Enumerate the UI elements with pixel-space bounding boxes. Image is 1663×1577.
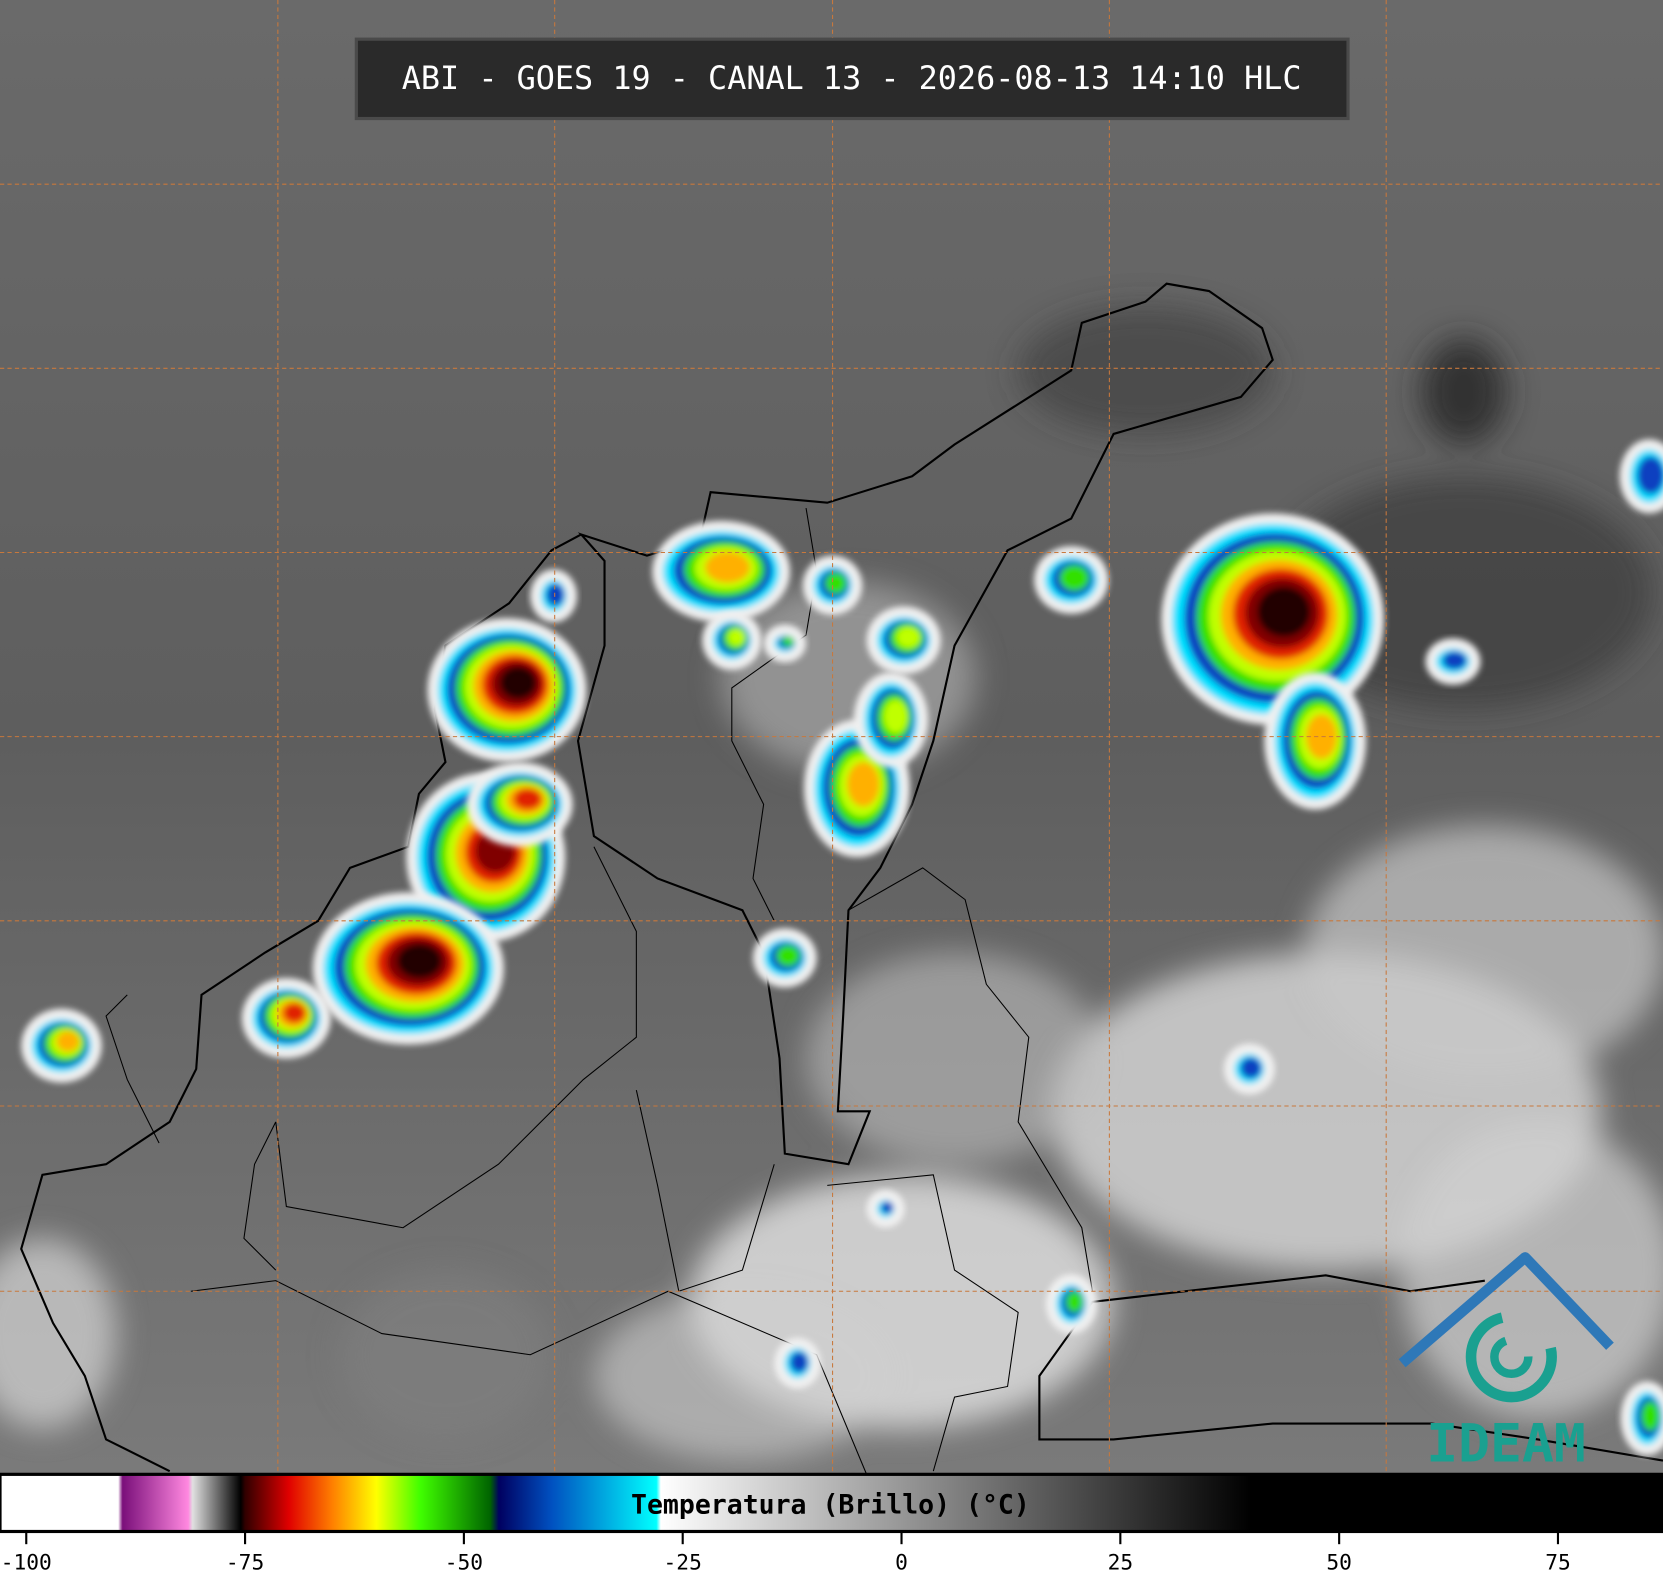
colorbar-ramp (0, 1472, 1663, 1534)
colorbar-tick-label: -75 (226, 1550, 264, 1575)
colorbar-label: Temperatura (Brillo) (°C) (631, 1490, 1030, 1521)
storm-cell (774, 1337, 821, 1389)
storm-cell (802, 555, 863, 615)
storm-cell (1045, 1274, 1097, 1334)
storm-cell (1620, 1381, 1663, 1456)
storm-cell (652, 520, 791, 623)
storm-cell (241, 977, 331, 1059)
storm-cell (1425, 638, 1481, 685)
title-box (354, 37, 1350, 121)
storm-cell (853, 672, 929, 768)
colorbar-tick-label: 75 (1545, 1550, 1571, 1575)
storm-cell (312, 892, 504, 1045)
storm-cell (466, 762, 573, 847)
logo-swirl-inner (1490, 1335, 1533, 1379)
logo-text: IDEAM (1426, 1414, 1586, 1475)
colorbar-tick-label: -50 (445, 1550, 483, 1575)
colorbar-tick-label: 25 (1108, 1550, 1134, 1575)
storm-cells (21, 439, 1663, 1456)
colorbar-tick-label: -25 (664, 1550, 702, 1575)
storm-cell (427, 618, 587, 763)
storm-cell (406, 772, 566, 942)
storm-cell (763, 624, 807, 663)
lat-lon-grid (0, 0, 1663, 1475)
logo-roof (1398, 1252, 1614, 1368)
colorbar-tick-label: -100 (1, 1550, 52, 1575)
storm-cell (753, 928, 817, 988)
storm-cell (1619, 439, 1663, 514)
storm-cell (21, 1008, 102, 1083)
logo-swirl (1465, 1311, 1557, 1403)
title: ABI - GOES 19 - CANAL 13 - 2026-08-13 14… (402, 61, 1302, 97)
storm-cell (1264, 672, 1367, 810)
colorbar-tick-label: 50 (1326, 1550, 1352, 1575)
storm-cell (866, 606, 941, 675)
storm-cell (530, 569, 577, 623)
storm-cell (1161, 513, 1385, 725)
ideam-logo: IDEAM (1398, 1252, 1614, 1475)
storm-cell (866, 1189, 905, 1228)
storm-cell (1034, 546, 1109, 614)
colorbar: Temperatura (Brillo) (°C) -100 -75 -50 -25 0 2… (0, 1472, 1663, 1575)
storm-cell (702, 610, 762, 670)
storm-cell (1223, 1043, 1275, 1095)
colorbar-tick-label: 0 (895, 1550, 908, 1575)
